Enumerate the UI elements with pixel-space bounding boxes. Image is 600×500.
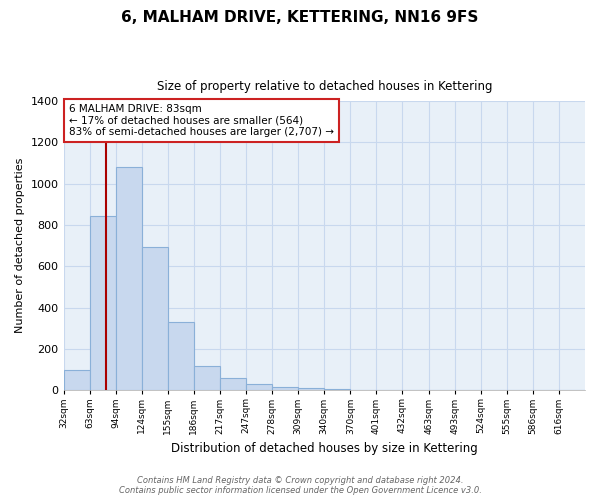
- Bar: [220, 378, 246, 390]
- Bar: [168, 322, 194, 390]
- Bar: [116, 167, 142, 390]
- Title: Size of property relative to detached houses in Kettering: Size of property relative to detached ho…: [157, 80, 492, 93]
- Bar: [89, 216, 116, 390]
- X-axis label: Distribution of detached houses by size in Kettering: Distribution of detached houses by size …: [171, 442, 478, 455]
- Bar: [298, 388, 324, 390]
- Bar: [64, 370, 89, 390]
- Bar: [142, 247, 168, 390]
- Text: 6 MALHAM DRIVE: 83sqm
← 17% of detached houses are smaller (564)
83% of semi-det: 6 MALHAM DRIVE: 83sqm ← 17% of detached …: [69, 104, 334, 137]
- Text: Contains HM Land Registry data © Crown copyright and database right 2024.
Contai: Contains HM Land Registry data © Crown c…: [119, 476, 481, 495]
- Bar: [194, 366, 220, 390]
- Bar: [272, 387, 298, 390]
- Y-axis label: Number of detached properties: Number of detached properties: [15, 158, 25, 334]
- Bar: [246, 384, 272, 390]
- Text: 6, MALHAM DRIVE, KETTERING, NN16 9FS: 6, MALHAM DRIVE, KETTERING, NN16 9FS: [121, 10, 479, 25]
